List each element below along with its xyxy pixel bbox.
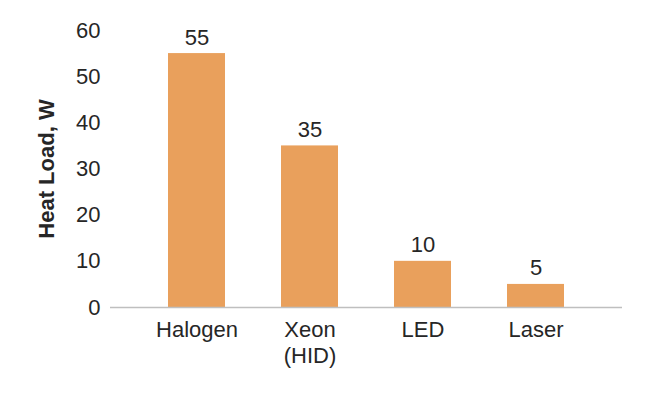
svg-text:5: 5	[530, 255, 542, 280]
svg-text:55: 55	[185, 25, 209, 50]
svg-text:20: 20	[76, 202, 100, 227]
svg-text:10: 10	[411, 232, 435, 257]
svg-text:Xeon(HID): Xeon(HID)	[284, 317, 337, 367]
svg-text:10: 10	[76, 248, 100, 273]
svg-text:40: 40	[76, 110, 100, 135]
svg-text:LED: LED	[402, 317, 445, 342]
svg-text:Heat Load, W: Heat Load, W	[34, 99, 59, 239]
svg-text:Halogen: Halogen	[156, 317, 238, 342]
svg-text:0: 0	[88, 295, 100, 320]
svg-text:50: 50	[76, 64, 100, 89]
svg-text:60: 60	[76, 18, 100, 43]
svg-text:Laser: Laser	[508, 317, 563, 342]
svg-text:30: 30	[76, 156, 100, 181]
svg-text:35: 35	[298, 117, 322, 142]
